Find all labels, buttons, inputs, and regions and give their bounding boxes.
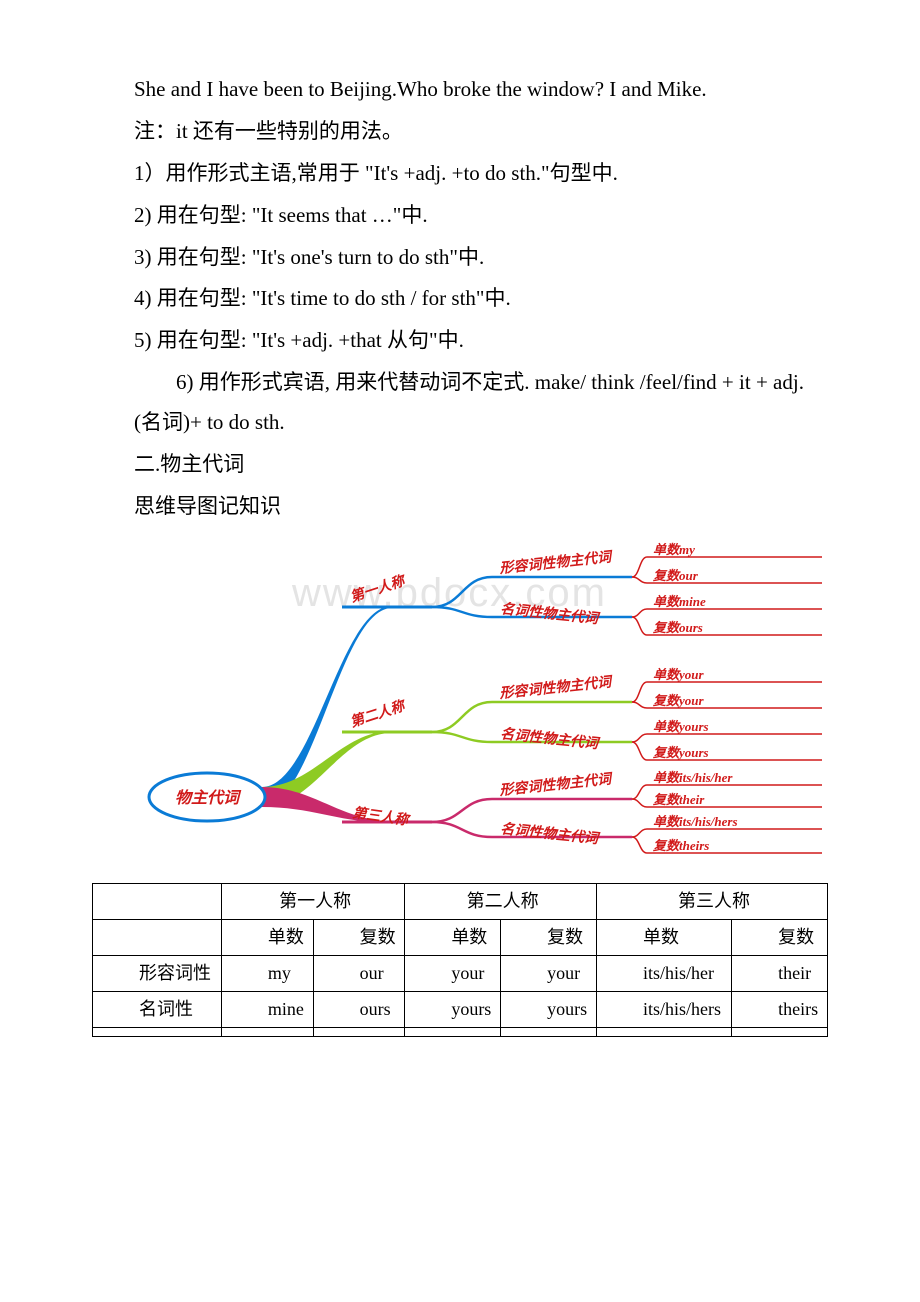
table-cell: its/his/hers xyxy=(597,991,732,1027)
svg-text:形容词性物主代词: 形容词性物主代词 xyxy=(498,548,615,577)
table-cell: its/his/her xyxy=(597,955,732,991)
table-cell: theirs xyxy=(732,991,828,1027)
svg-text:单数my: 单数my xyxy=(653,542,695,557)
svg-text:形容词性物主代词: 形容词性物主代词 xyxy=(498,770,615,799)
table-cell: yours xyxy=(501,991,597,1027)
svg-text:复数their: 复数their xyxy=(652,792,705,807)
table-cell: yours xyxy=(405,991,501,1027)
svg-text:第三人称: 第三人称 xyxy=(351,804,412,829)
pronoun-table: 第一人称 第二人称 第三人称 单数 复数 单数 复数 单数 复数 形容词性 my… xyxy=(92,883,828,1037)
svg-text:第一人称: 第一人称 xyxy=(348,571,409,605)
table-sub-s: 单数 xyxy=(597,919,732,955)
svg-text:物主代词: 物主代词 xyxy=(175,789,242,807)
table-sub-p: 复数 xyxy=(732,919,828,955)
table-cell: my xyxy=(221,955,313,991)
mindmap-diagram: www.bdocx.com 第一人称形容词性物主代词单数my复数our名词性物主… xyxy=(92,537,828,877)
para-8: 6) 用作形式宾语, 用来代替动词不定式. make/ think /feel/… xyxy=(92,363,828,443)
heading-2: 二.物主代词 xyxy=(92,445,828,485)
svg-text:复数theirs: 复数theirs xyxy=(652,838,709,853)
table-row-adj-label: 形容词性 xyxy=(93,955,222,991)
svg-text:名词性物主代词: 名词性物主代词 xyxy=(500,600,602,627)
table-sub-p: 复数 xyxy=(313,919,405,955)
table-header-p3: 第三人称 xyxy=(597,883,828,919)
para-2: 注：it 还有一些特别的用法。 xyxy=(92,112,828,152)
svg-text:单数yours: 单数yours xyxy=(653,719,709,734)
table-cell-blank xyxy=(732,1027,828,1036)
para-7: 5) 用在句型: "It's +adj. +that 从句"中. xyxy=(92,321,828,361)
svg-text:单数its/his/hers: 单数its/his/hers xyxy=(653,814,738,829)
svg-text:复数ours: 复数ours xyxy=(652,620,703,635)
svg-text:复数your: 复数your xyxy=(652,693,705,708)
table-row xyxy=(93,1027,828,1036)
table-row-noun-label: 名词性 xyxy=(93,991,222,1027)
table-header-p1: 第一人称 xyxy=(221,883,404,919)
table-cell: mine xyxy=(221,991,313,1027)
table-cell-blank xyxy=(313,1027,405,1036)
table-row: 名词性 mine ours yours yours its/his/hers t… xyxy=(93,991,828,1027)
table-cell-blank xyxy=(93,919,222,955)
table-cell: ours xyxy=(313,991,405,1027)
para-5: 3) 用在句型: "It's one's turn to do sth"中. xyxy=(92,238,828,278)
table-cell-blank xyxy=(597,1027,732,1036)
table-header-p2: 第二人称 xyxy=(405,883,597,919)
table-sub-s: 单数 xyxy=(221,919,313,955)
svg-text:单数your: 单数your xyxy=(653,667,705,682)
svg-text:单数its/his/her: 单数its/his/her xyxy=(653,770,733,785)
table-cell: your xyxy=(501,955,597,991)
table-cell-blank xyxy=(221,1027,313,1036)
svg-text:复数yours: 复数yours xyxy=(652,745,709,760)
para-6: 4) 用在句型: "It's time to do sth / for sth"… xyxy=(92,279,828,319)
table-cell: our xyxy=(313,955,405,991)
para-3: 1）用作形式主语,常用于 "It's +adj. +to do sth."句型中… xyxy=(92,154,828,194)
svg-text:单数mine: 单数mine xyxy=(653,594,706,609)
svg-text:复数our: 复数our xyxy=(652,568,699,583)
para-1: She and I have been to Beijing.Who broke… xyxy=(92,70,828,110)
para-10: 思维导图记知识 xyxy=(92,487,828,527)
table-cell-blank xyxy=(405,1027,501,1036)
table-cell: their xyxy=(732,955,828,991)
svg-text:名词性物主代词: 名词性物主代词 xyxy=(500,820,602,847)
table-cell-blank xyxy=(501,1027,597,1036)
svg-text:第二人称: 第二人称 xyxy=(348,696,409,730)
table-row: 单数 复数 单数 复数 单数 复数 xyxy=(93,919,828,955)
table-row: 第一人称 第二人称 第三人称 xyxy=(93,883,828,919)
table-cell-blank xyxy=(93,883,222,919)
table-cell-blank xyxy=(93,1027,222,1036)
table-cell: your xyxy=(405,955,501,991)
table-row: 形容词性 my our your your its/his/her their xyxy=(93,955,828,991)
para-4: 2) 用在句型: "It seems that …"中. xyxy=(92,196,828,236)
svg-text:形容词性物主代词: 形容词性物主代词 xyxy=(498,673,615,702)
table-sub-s: 单数 xyxy=(405,919,501,955)
table-sub-p: 复数 xyxy=(501,919,597,955)
svg-text:名词性物主代词: 名词性物主代词 xyxy=(500,725,602,752)
